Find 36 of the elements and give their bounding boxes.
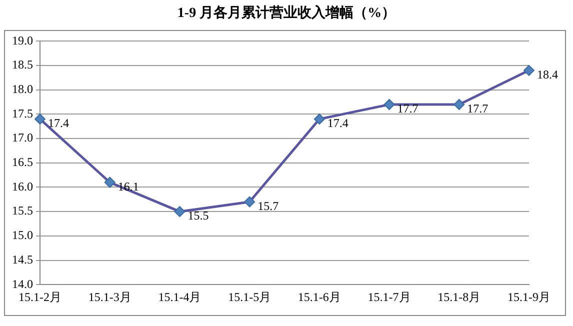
point [174, 206, 186, 218]
point [34, 114, 46, 125]
y-tick-label: 19.0 [12, 33, 33, 48]
y-tick-label: 14.0 [12, 276, 33, 291]
y-tick-label: 18.5 [12, 58, 33, 72]
data-label: 17.4 [48, 116, 69, 130]
data-label: 17.7 [397, 102, 418, 116]
data-label: 15.5 [188, 208, 209, 223]
y-tick-label: 17.5 [12, 106, 33, 120]
point [524, 64, 534, 76]
x-tick-label: 15.1-8月 [438, 290, 481, 304]
chart-title: 1-9 月各月累计营业收入增幅（%） [176, 4, 397, 22]
y-tick-label: 18.0 [12, 82, 33, 96]
y-tick-label: 15.5 [12, 204, 33, 218]
point [104, 176, 116, 188]
point [314, 114, 325, 125]
y-tick-label: 16.5 [12, 155, 33, 170]
y-tick-label: 16.0 [12, 179, 33, 194]
x-tick-label: 15.1-5月 [228, 290, 272, 304]
data-label: 17.7 [467, 102, 488, 116]
data-label: 16.1 [118, 180, 139, 194]
y-tick-label: 17.0 [12, 130, 33, 145]
x-tick-label: 15.1-7月 [368, 290, 411, 304]
data-label: 17.4 [327, 116, 348, 130]
x-tick-label: 15.1-6月 [298, 290, 341, 304]
point [384, 98, 395, 110]
point [454, 98, 465, 110]
point [244, 196, 256, 208]
x-tick-label: 15.1-9月 [508, 290, 550, 304]
x-tick-label: 15.1-2月 [18, 290, 62, 304]
x-tick-label: 15.1-4月 [158, 290, 202, 304]
x-tick-label: 15.1-3月 [88, 290, 132, 304]
y-tick-label: 14.5 [12, 252, 33, 266]
data-label: 18.4 [537, 68, 558, 82]
data-label: 15.7 [258, 199, 279, 213]
y-tick-label: 15.0 [12, 228, 33, 242]
